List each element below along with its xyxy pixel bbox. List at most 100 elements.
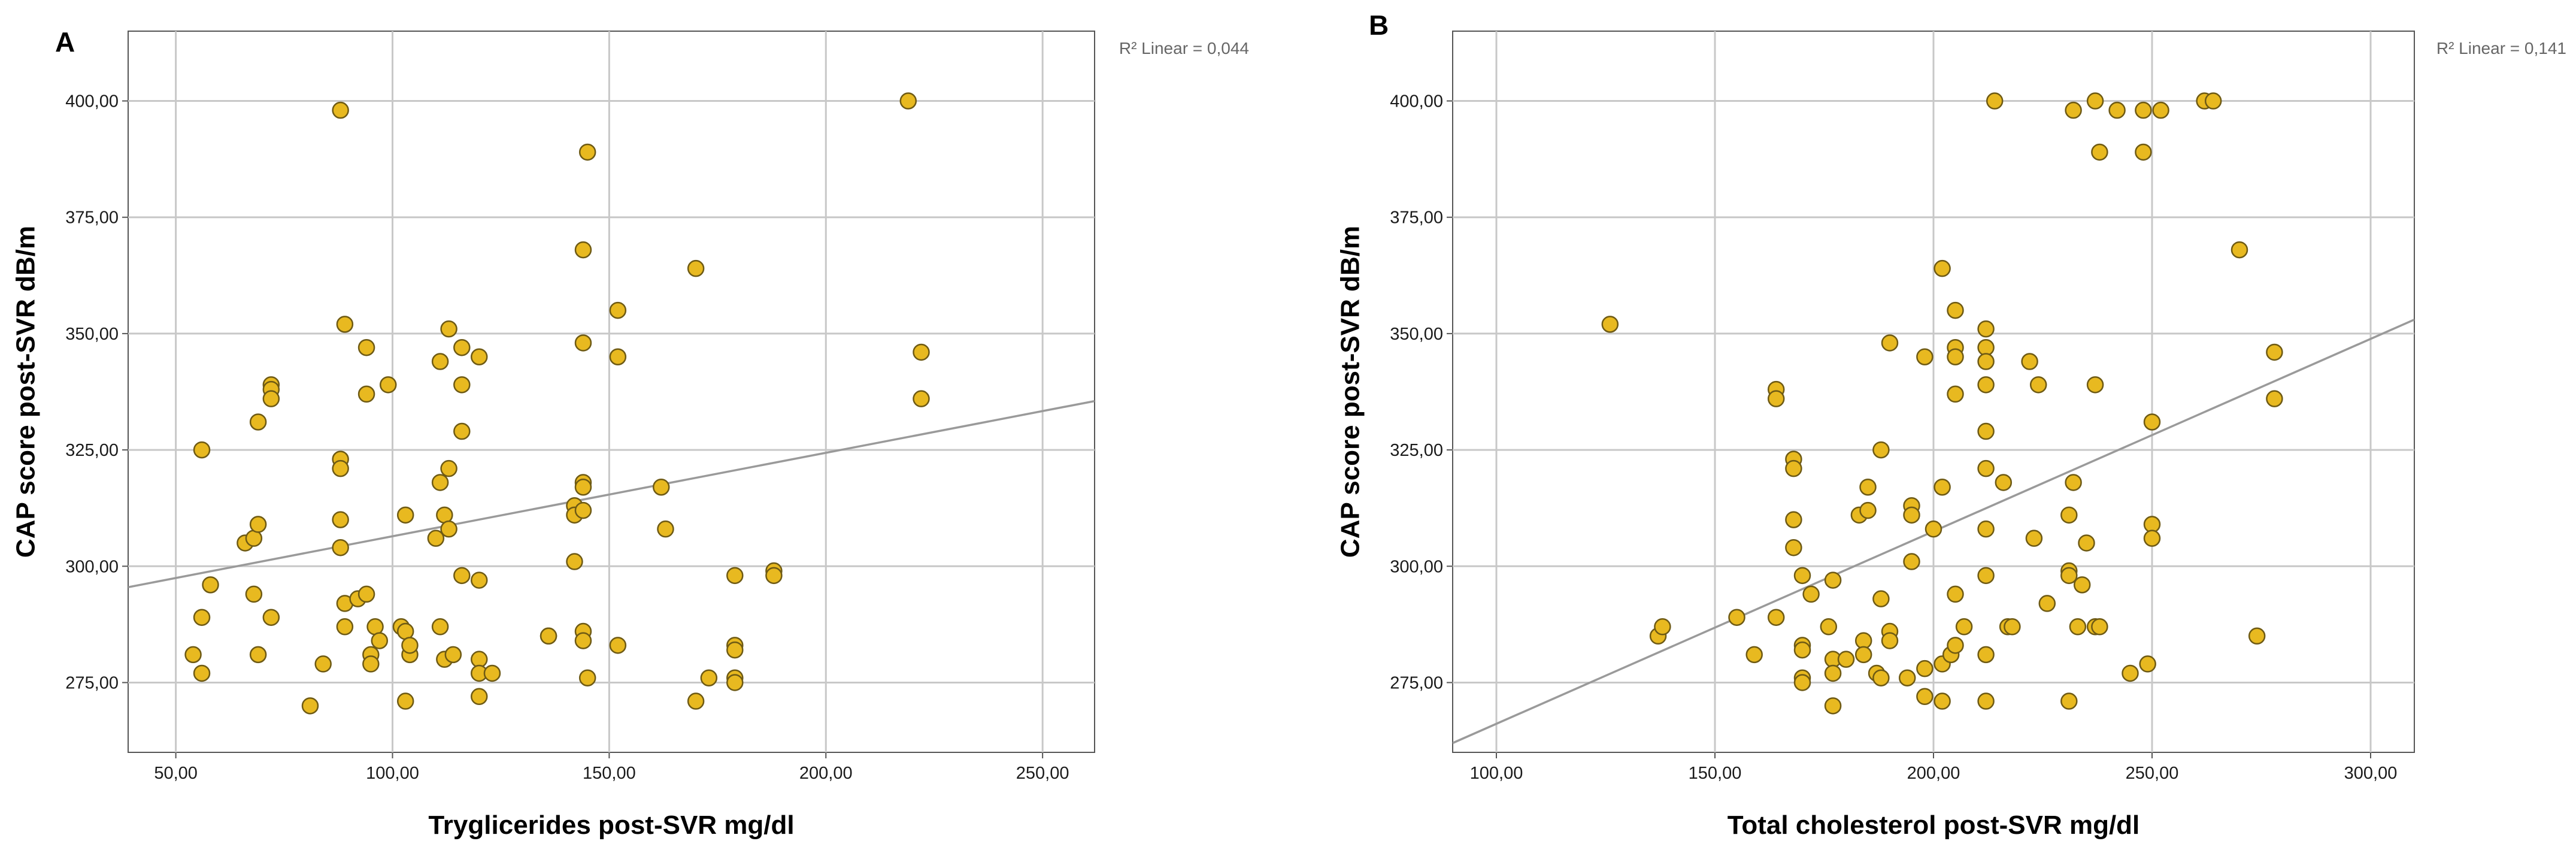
data-point	[1802, 585, 1820, 603]
y-tick-label: 350,00	[65, 325, 119, 344]
data-point	[2038, 595, 2056, 612]
plot-area	[128, 31, 1095, 753]
data-point	[609, 348, 627, 365]
data-point	[2204, 92, 2222, 110]
data-point	[913, 390, 930, 407]
x-tick-label: 100,00	[366, 764, 419, 783]
data-point	[2230, 241, 2248, 259]
data-point	[1785, 539, 1802, 556]
data-point	[184, 646, 202, 664]
data-point	[574, 334, 592, 352]
data-point	[357, 385, 375, 403]
data-point	[2029, 376, 2047, 394]
data-point	[2060, 567, 2078, 585]
data-point	[540, 627, 557, 645]
data-point	[1854, 646, 1872, 664]
data-point	[396, 506, 414, 524]
data-point	[1837, 651, 1855, 668]
data-point	[193, 609, 211, 626]
data-point	[1947, 637, 1964, 654]
data-point	[2060, 506, 2078, 524]
data-point	[1793, 674, 1811, 691]
data-point	[431, 474, 449, 491]
data-point	[2135, 143, 2152, 161]
chart-panel-b: 100,00 150,00 200,00 250,00 300,00 275,00 300,…	[1335, 10, 2566, 840]
data-point	[362, 655, 380, 673]
x-tick-label: 250,00	[2126, 764, 2179, 783]
data-point	[1903, 506, 1920, 524]
data-point	[471, 688, 488, 706]
data-point	[2086, 92, 2104, 110]
data-point	[193, 441, 211, 459]
data-point	[2078, 534, 2095, 552]
data-point	[1916, 688, 1933, 706]
data-point	[1820, 618, 1838, 636]
data-point	[1925, 520, 1942, 538]
data-point	[609, 301, 627, 319]
data-point	[1872, 669, 1890, 686]
data-point	[357, 338, 375, 356]
data-point	[1859, 501, 1877, 519]
data-point	[1977, 422, 1995, 440]
data-point	[1947, 301, 1964, 319]
data-point	[1977, 692, 1995, 710]
data-point	[1977, 353, 1995, 370]
data-point	[453, 567, 471, 585]
x-tick-label: 50,00	[154, 764, 198, 783]
data-point	[566, 553, 583, 570]
data-point	[245, 530, 263, 547]
data-point	[1728, 609, 1745, 626]
y-tick-label: 400,00	[1390, 92, 1443, 111]
data-point	[453, 422, 471, 440]
data-point	[1977, 459, 1995, 477]
y-tick-label: 275,00	[1390, 673, 1443, 692]
data-point	[726, 567, 744, 585]
x-tick-label: 250,00	[1016, 764, 1069, 783]
data-point	[1977, 376, 1995, 394]
y-tick-label: 375,00	[1390, 208, 1443, 228]
data-point	[1793, 641, 1811, 659]
fit-line	[128, 400, 1095, 588]
data-point	[453, 338, 471, 356]
data-point	[262, 390, 280, 407]
data-point	[332, 459, 349, 477]
data-point	[2086, 376, 2104, 394]
data-point	[1872, 441, 1890, 459]
data-point	[2021, 353, 2038, 370]
x-axis-title: Tryglicerides post-SVR mg/dl	[428, 810, 794, 840]
data-point	[578, 669, 596, 686]
data-point	[1977, 320, 1995, 338]
data-point	[1824, 697, 1842, 715]
data-point	[371, 632, 389, 649]
data-point	[440, 459, 457, 477]
x-tick-label: 300,00	[2344, 764, 2398, 783]
data-point	[578, 143, 596, 161]
data-point	[2143, 530, 2161, 547]
data-point	[1881, 632, 1899, 649]
data-point	[2266, 390, 2283, 407]
y-tick-label: 325,00	[65, 441, 119, 460]
y-tick-label: 350,00	[1390, 325, 1443, 344]
data-point	[726, 674, 744, 691]
data-point	[609, 637, 627, 654]
data-point	[1898, 669, 1916, 686]
data-point	[366, 618, 384, 636]
data-point	[1903, 553, 1920, 570]
data-point	[1767, 609, 1785, 626]
data-point	[1785, 459, 1802, 477]
data-point	[574, 501, 592, 519]
y-tick-label: 400,00	[65, 92, 119, 111]
data-point	[652, 478, 670, 496]
data-point	[2122, 664, 2139, 682]
data-point	[2266, 343, 2283, 361]
x-axis-title: Total cholesterol post-SVR mg/dl	[1728, 810, 2140, 840]
data-point	[765, 567, 783, 585]
data-point	[726, 641, 744, 659]
y-axis-title: CAP score post-SVR dB/m	[11, 226, 40, 558]
data-point	[471, 571, 488, 589]
data-point	[357, 585, 375, 603]
data-point	[193, 664, 211, 682]
data-point	[2065, 474, 2082, 491]
data-point	[2108, 101, 2126, 119]
data-point	[1793, 567, 1811, 585]
